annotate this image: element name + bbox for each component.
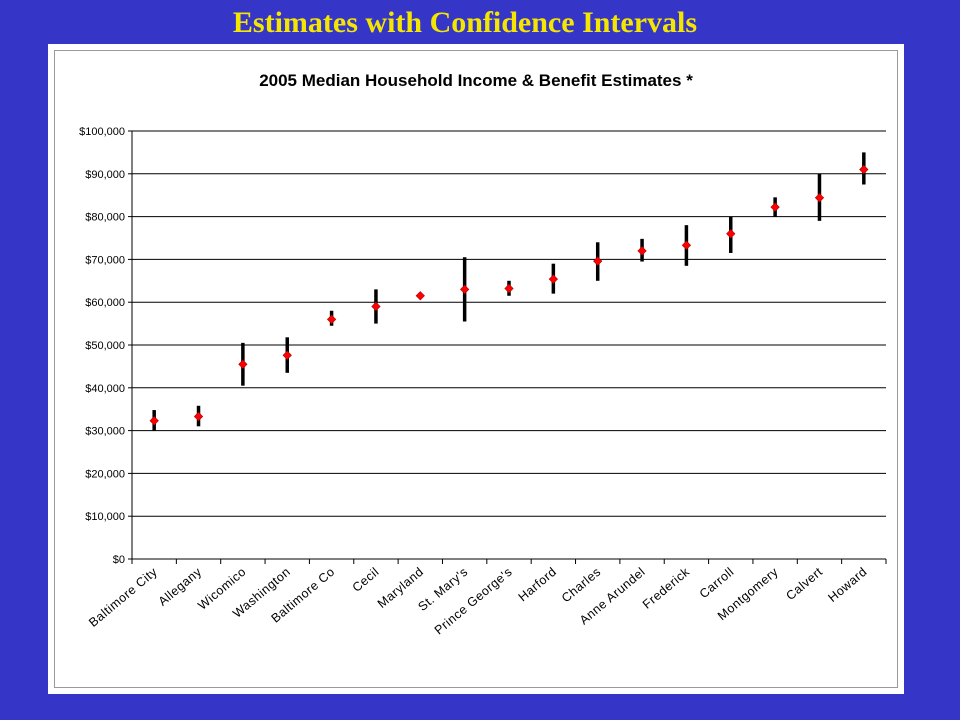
estimate-points [149,164,869,426]
estimate-marker [193,411,204,422]
estimate-marker [460,284,470,294]
estimate-marker [814,193,825,203]
estimate-marker [326,314,337,324]
y-tick-label: $50,000 [85,340,125,352]
estimate-marker [681,240,692,250]
x-tick-label: Harford [516,565,560,605]
estimate-marker [371,301,381,312]
y-tick-label: $100,000 [79,126,125,138]
estimate-marker [149,416,159,426]
x-tick-label: Cecil [350,565,382,595]
y-tick-label: $40,000 [85,383,125,395]
x-tick-label: Frederick [640,564,693,611]
chart-plot: 2005 Median Household Income & Benefit E… [79,71,887,637]
x-tick-label: Baltimore City [86,564,160,629]
gridlines [132,130,886,517]
chart-frame: 2005 Median Household Income & Benefit E… [48,44,904,694]
x-tick-label: Calvert [783,565,825,603]
axes [128,130,887,564]
estimate-marker [415,291,425,301]
estimate-marker [859,164,869,175]
y-tick-label: $10,000 [85,511,125,523]
estimate-marker [282,350,292,360]
y-tick-label: $80,000 [85,212,125,224]
x-axis-ticks: Baltimore CityAlleganyWicomicoWashington… [86,564,870,637]
estimate-marker [238,359,248,369]
chart-border [54,50,898,688]
y-tick-label: $0 [113,554,125,566]
y-axis-ticks: $0 $10,000 $20,000 $30,000 $40,000 $50,000 $60… [79,126,125,566]
x-tick-label: Carroll [697,565,737,602]
y-tick-label: $70,000 [85,254,125,266]
y-tick-label: $20,000 [85,468,125,480]
y-tick-label: $90,000 [85,169,125,181]
y-tick-label: $30,000 [85,426,125,438]
estimate-marker [593,256,603,266]
estimate-marker [548,274,558,284]
slide-title: Estimates with Confidence Intervals [232,6,698,39]
y-tick-label: $60,000 [85,297,125,309]
chart-title: 2005 Median Household Income & Benefit E… [259,71,693,90]
estimate-marker [770,202,780,212]
estimate-marker [637,246,647,256]
x-tick-label: Prince George's [432,565,515,638]
estimate-marker [726,229,736,239]
estimate-marker [504,283,514,294]
x-tick-label: Howard [825,565,869,605]
